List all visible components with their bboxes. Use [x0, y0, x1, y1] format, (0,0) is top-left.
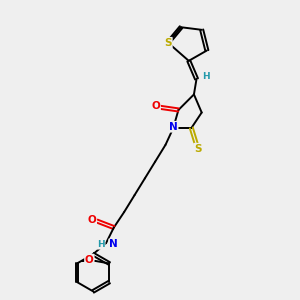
Text: O: O [88, 215, 96, 225]
Text: O: O [85, 255, 94, 265]
Text: N: N [169, 122, 178, 132]
Text: O: O [151, 101, 160, 111]
Text: H: H [97, 240, 105, 249]
Text: S: S [164, 38, 172, 48]
Text: N: N [109, 239, 118, 249]
Text: S: S [194, 144, 202, 154]
Text: H: H [202, 72, 209, 81]
